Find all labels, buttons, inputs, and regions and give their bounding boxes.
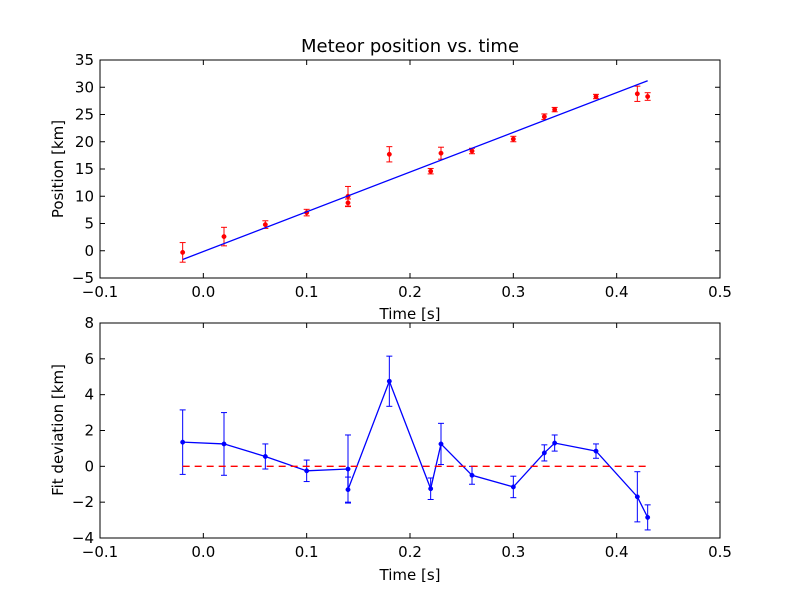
position-plot-xlabel: Time [s] bbox=[379, 305, 441, 323]
data-point bbox=[469, 472, 475, 478]
data-point bbox=[180, 439, 186, 445]
deviation-ytick-label: 8 bbox=[84, 314, 94, 332]
deviation-xtick-label: 0.3 bbox=[501, 543, 525, 561]
data-point bbox=[438, 441, 444, 447]
position-xtick-label: 0.4 bbox=[605, 283, 629, 301]
data-point bbox=[541, 450, 547, 456]
deviation-xtick-label: 0.0 bbox=[191, 543, 215, 561]
data-point bbox=[634, 494, 640, 500]
position-ytick-label: 30 bbox=[75, 78, 94, 96]
position-xtick-label: 0.3 bbox=[501, 283, 525, 301]
deviation-plot-xlabel: Time [s] bbox=[379, 566, 441, 584]
deviation-xtick-label: 0.4 bbox=[605, 543, 629, 561]
position-plot-ylabel: Position [km] bbox=[49, 120, 67, 218]
position-plot-title: Meteor position vs. time bbox=[301, 36, 519, 57]
data-point bbox=[510, 136, 516, 142]
fit-line bbox=[182, 80, 648, 261]
data-point bbox=[262, 222, 268, 228]
position-ytick-label: 10 bbox=[75, 187, 94, 205]
data-point bbox=[304, 468, 310, 474]
data-point bbox=[221, 441, 227, 447]
data-point bbox=[552, 440, 558, 446]
data-point bbox=[345, 466, 351, 472]
deviation-plot: −0.1 0.0 0.1 0.2 0.3 0.4 0.5 −4 −2 0 2 4 6 8 Time [s]… bbox=[49, 314, 732, 584]
deviation-xtick-label: 0.2 bbox=[398, 543, 422, 561]
data-point bbox=[438, 150, 444, 156]
position-ytick-label: 20 bbox=[75, 133, 94, 151]
data-point bbox=[345, 487, 351, 493]
deviation-ytick-label: 0 bbox=[84, 457, 94, 475]
data-point bbox=[634, 91, 640, 97]
data-point bbox=[428, 168, 434, 174]
position-xtick-label: 0.1 bbox=[295, 283, 319, 301]
data-point bbox=[593, 94, 599, 99]
position-ytick-label: −5 bbox=[72, 269, 94, 287]
data-point bbox=[593, 448, 599, 454]
data-point bbox=[262, 454, 268, 459]
position-ytick-label: 5 bbox=[84, 215, 94, 233]
data-point bbox=[541, 114, 547, 120]
position-ytick-label: 25 bbox=[75, 106, 94, 124]
deviation-ytick-label: 4 bbox=[84, 386, 94, 404]
data-point bbox=[645, 94, 651, 99]
data-point bbox=[510, 484, 516, 490]
position-plot: Meteor position vs. time −0.1 0.0 0.1 0.2 0.… bbox=[49, 36, 732, 323]
data-point bbox=[221, 234, 227, 240]
position-xtick-label: −0.1 bbox=[82, 283, 118, 301]
data-point bbox=[180, 249, 186, 255]
position-xtick-label: 0.5 bbox=[708, 283, 732, 301]
data-point bbox=[645, 514, 651, 520]
deviation-xtick-label: 0.5 bbox=[708, 543, 732, 561]
deviation-xtick-label: −0.1 bbox=[82, 543, 118, 561]
position-ytick-label: 0 bbox=[84, 242, 94, 260]
deviation-plot-ylabel: Fit deviation [km] bbox=[49, 364, 67, 496]
position-ytick-label: 35 bbox=[75, 51, 94, 69]
data-point bbox=[386, 378, 392, 384]
deviation-ytick-label: 6 bbox=[84, 350, 94, 368]
data-point bbox=[386, 151, 392, 157]
position-ytick-label: 15 bbox=[75, 160, 94, 178]
position-xtick-label: 0.0 bbox=[191, 283, 215, 301]
deviation-ytick-label: −4 bbox=[72, 529, 94, 547]
position-xtick-label: 0.2 bbox=[398, 283, 422, 301]
deviation-ytick-label: 2 bbox=[84, 422, 94, 440]
data-point bbox=[428, 486, 434, 492]
deviation-xtick-label: 0.1 bbox=[295, 543, 319, 561]
data-point bbox=[552, 107, 558, 113]
deviation-ytick-label: −2 bbox=[72, 493, 94, 511]
